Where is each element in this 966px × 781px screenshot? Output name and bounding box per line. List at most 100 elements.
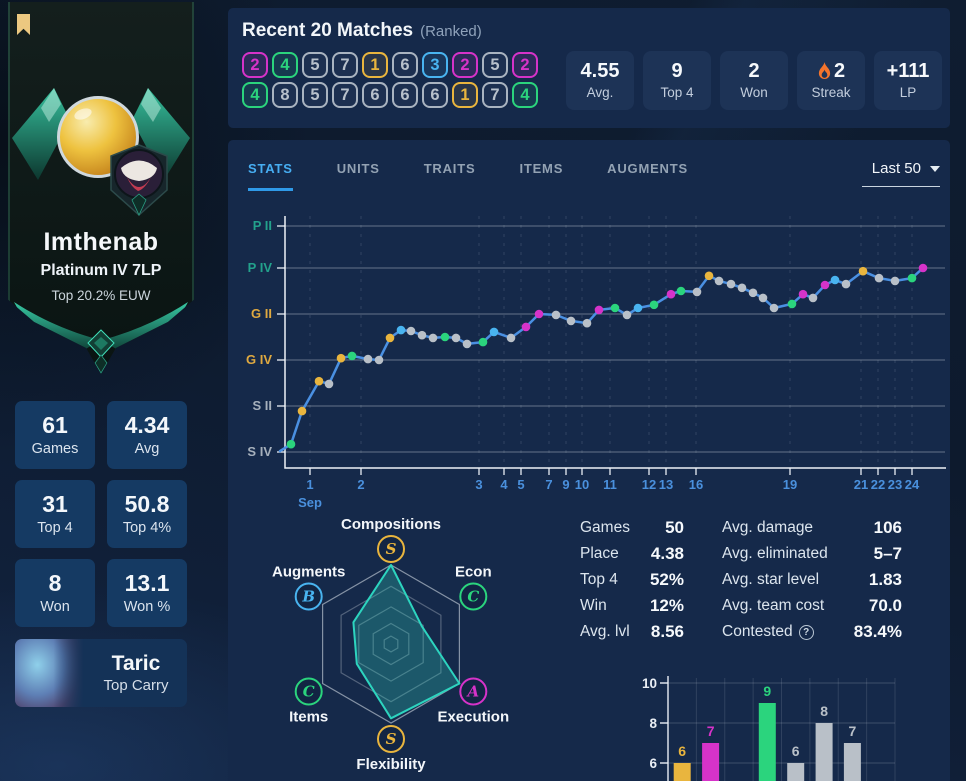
summary-chip-label: LP xyxy=(899,85,917,100)
svg-text:7: 7 xyxy=(849,723,857,739)
stat-label: Top 4 xyxy=(580,571,618,588)
stat-value: 52% xyxy=(649,570,684,589)
top-carry-avatar xyxy=(15,639,85,707)
stat-value: 4.38 xyxy=(650,544,684,563)
profile-stat-label: Top 4 xyxy=(37,519,73,536)
stat-value: 50 xyxy=(665,518,684,537)
top-carry-label: Top Carry xyxy=(103,677,169,695)
placement-badge[interactable]: 8 xyxy=(272,82,298,108)
chevron-down-icon xyxy=(930,165,940,172)
placement-badge[interactable]: 2 xyxy=(242,52,268,78)
placement-badge[interactable]: 3 xyxy=(422,52,448,78)
placement-badge[interactable]: 1 xyxy=(452,82,478,108)
rank-history-chart: P IIP IVG IIG IVS IIS IV1 2 3 4 5 7 9 10 11 12 13 1… xyxy=(246,216,946,510)
placement-badge[interactable]: 4 xyxy=(272,52,298,78)
summary-chip-value: 2 xyxy=(748,60,760,82)
stat-row: Avg. damage 106 xyxy=(722,515,902,541)
placement-badge[interactable]: 7 xyxy=(332,52,358,78)
profile-stat-box: 8 Won xyxy=(15,559,95,627)
svg-text:A: A xyxy=(465,683,479,701)
stat-label: Contested? xyxy=(722,623,814,641)
profile-stat-value: 31 xyxy=(42,490,68,517)
grade-badge-items: C xyxy=(294,677,323,706)
grade-badge-flexibility: S xyxy=(377,725,405,753)
placement-badge[interactable]: 1 xyxy=(362,52,388,78)
placement-badge[interactable]: 4 xyxy=(242,82,268,108)
tab-items[interactable]: ITEMS xyxy=(519,161,564,176)
svg-text:4: 4 xyxy=(500,477,508,492)
stat-row: Avg. star level 1.83 xyxy=(722,567,902,593)
grade-badge-econ: C xyxy=(459,582,488,611)
tab-augments[interactable]: AUGMENTS xyxy=(607,161,688,176)
recent-summary-chips: 4.55 Avg. 9 Top 4 2 Won 2 Streak +111 LP xyxy=(566,51,942,110)
summary-chip-value: +111 xyxy=(886,60,930,82)
placement-badge[interactable]: 7 xyxy=(332,82,358,108)
stat-value: 12% xyxy=(649,596,684,615)
svg-text:2: 2 xyxy=(357,477,364,492)
tab-units[interactable]: UNITS xyxy=(336,161,380,176)
svg-text:G IV: G IV xyxy=(246,352,272,367)
placement-badge[interactable]: 6 xyxy=(392,82,418,108)
summary-chip-won: 2 Won xyxy=(720,51,788,110)
svg-text:G II: G II xyxy=(251,306,272,321)
stat-value: 106 xyxy=(873,518,902,537)
little-legend-badge xyxy=(110,144,168,217)
range-selector-label: Last 50 xyxy=(871,160,921,177)
recent-matches-title: Recent 20 Matches (Ranked) xyxy=(242,20,482,42)
stat-value: 70.0 xyxy=(868,596,902,615)
summary-chip-label: Streak xyxy=(811,85,851,100)
svg-text:6: 6 xyxy=(649,756,657,771)
bookmark-icon[interactable] xyxy=(17,14,30,35)
stat-row: Avg. lvl 8.56 xyxy=(580,619,684,645)
placement-badge[interactable]: 6 xyxy=(422,82,448,108)
top-carry-card[interactable]: Taric Top Carry xyxy=(15,639,187,707)
svg-text:Econ: Econ xyxy=(455,564,492,581)
placement-badge[interactable]: 5 xyxy=(302,82,328,108)
recent-matches-title-text: Recent 20 Matches xyxy=(242,20,414,41)
placement-badge[interactable]: 6 xyxy=(362,82,388,108)
performance-radar-chart: S Compositions C Econ A Execution S Flexibility… xyxy=(272,516,509,773)
placement-distribution-chart: 10 8 6 6 7 9 6 8 7 xyxy=(642,676,896,781)
svg-text:P IV: P IV xyxy=(248,260,273,275)
placement-badge[interactable]: 5 xyxy=(482,52,508,78)
stat-value: 8.56 xyxy=(650,622,684,641)
placement-badge[interactable]: 2 xyxy=(512,52,538,78)
rank-emblem-wings-icon xyxy=(12,88,190,180)
profile-stat-box: 13.1 Won % xyxy=(107,559,187,627)
tab-traits[interactable]: TRAITS xyxy=(423,161,476,176)
stat-value: 83.4% xyxy=(853,622,902,641)
placement-badge[interactable]: 2 xyxy=(452,52,478,78)
placement-badge[interactable]: 5 xyxy=(302,52,328,78)
range-selector[interactable]: Last 50 xyxy=(862,160,940,187)
profile-stat-label: Top 4% xyxy=(122,519,172,536)
svg-text:Flexibility: Flexibility xyxy=(356,756,426,773)
tab-stats[interactable]: STATS xyxy=(248,161,293,191)
summary-chip-label: Won xyxy=(740,85,768,100)
profile-stat-box: 50.8 Top 4% xyxy=(107,480,187,548)
profile-stat-label: Won % xyxy=(123,598,171,615)
stat-label: Win xyxy=(580,597,607,614)
summary-chip-value: 4.55 xyxy=(580,60,620,82)
profile-stat-box: 61 Games xyxy=(15,401,95,469)
svg-text:9: 9 xyxy=(763,683,771,699)
stat-value: 5–7 xyxy=(873,544,902,563)
stats-table-column: Games 50 Place 4.38 Top 4 52% Win 12% Avg. lvl 8.… xyxy=(580,515,684,645)
svg-text:21: 21 xyxy=(854,477,868,492)
stat-label: Avg. eliminated xyxy=(722,545,828,562)
placement-badge[interactable]: 7 xyxy=(482,82,508,108)
placement-badge[interactable]: 4 xyxy=(512,82,538,108)
svg-text:6: 6 xyxy=(792,743,800,759)
svg-text:9: 9 xyxy=(562,477,569,492)
player-top-percent: Top 20.2% EUW xyxy=(51,288,151,303)
summary-chip-streak: 2 Streak xyxy=(797,51,865,110)
stat-label: Place xyxy=(580,545,619,562)
info-icon[interactable]: ? xyxy=(798,624,814,640)
profile-stat-value: 4.34 xyxy=(124,411,170,438)
svg-text:11: 11 xyxy=(603,477,617,492)
svg-text:24: 24 xyxy=(905,477,920,492)
profile-stat-value: 61 xyxy=(42,411,68,438)
svg-text:S: S xyxy=(386,540,397,558)
placement-badge[interactable]: 6 xyxy=(392,52,418,78)
